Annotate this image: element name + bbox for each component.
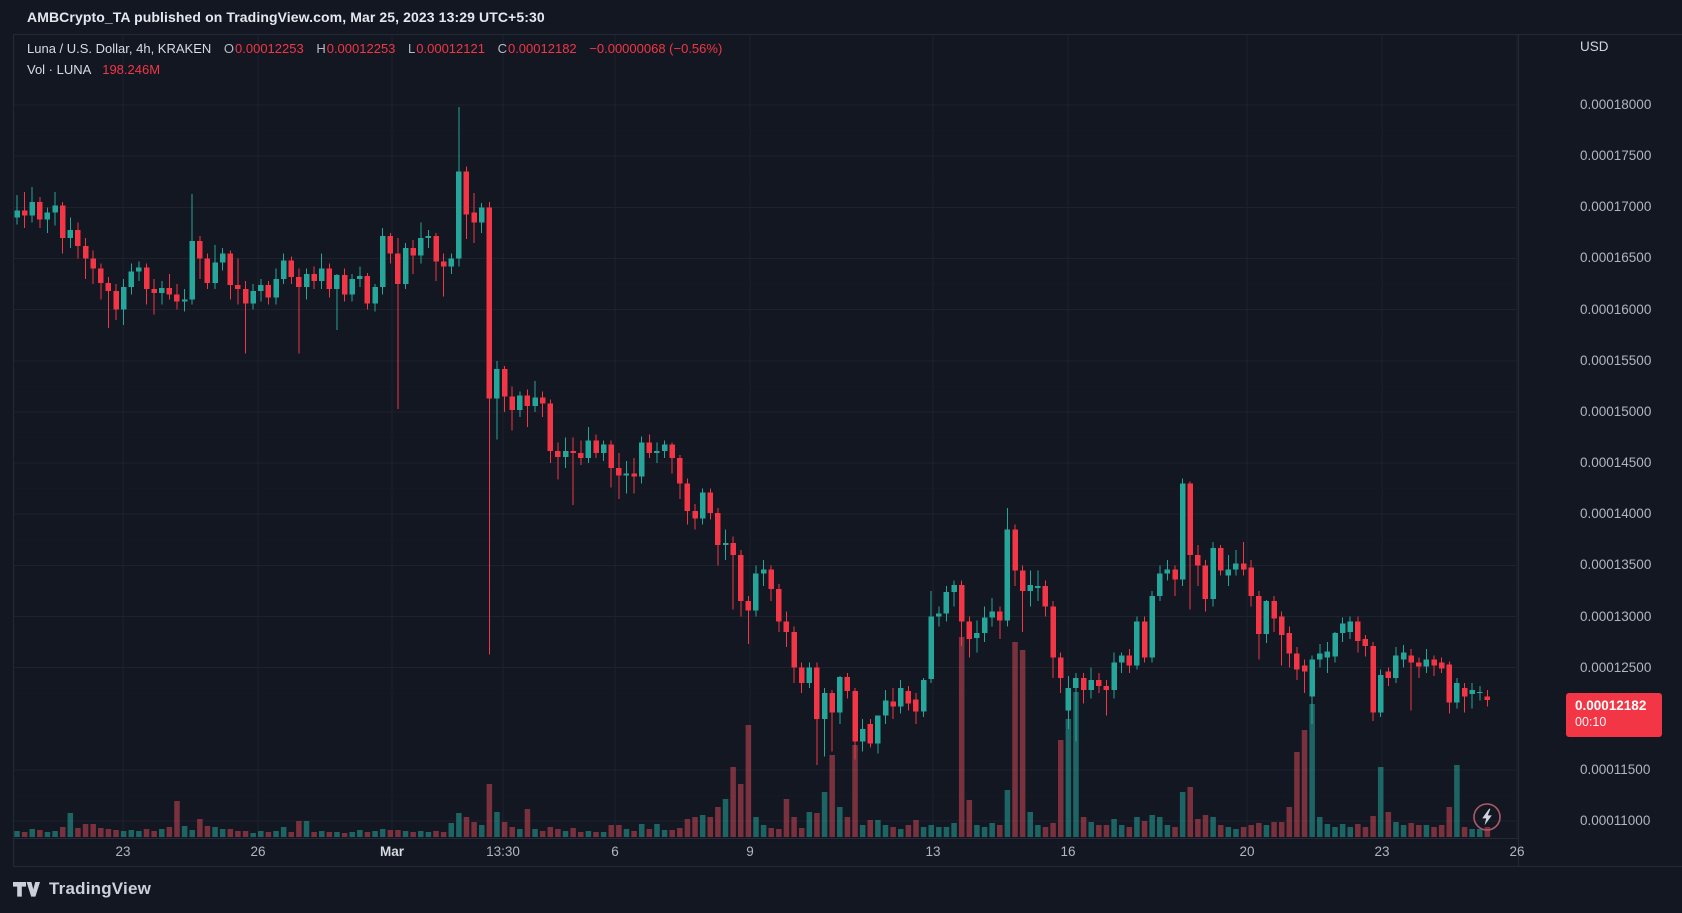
price-tick-label: 0.00015000 (1580, 403, 1652, 419)
price-axis-separator (1518, 34, 1519, 866)
price-tick-label: 0.00015500 (1580, 352, 1652, 368)
price-tick-label: 0.00014500 (1580, 455, 1652, 471)
flash-icon[interactable] (1470, 800, 1504, 834)
price-tick-label: 0.00014000 (1580, 506, 1652, 522)
high-value: 0.00012253 (326, 41, 396, 56)
change-value: −0.00000068 (−0.56%) (589, 41, 723, 56)
time-tick-label: 13 (925, 844, 941, 859)
volume-value: 198.246M (102, 62, 161, 77)
time-tick-label: 23 (115, 844, 131, 859)
price-tick-label: 0.00012500 (1580, 659, 1652, 675)
frame-bottom-line (13, 866, 1682, 867)
frame-left-line (13, 34, 14, 866)
price-tick-label: 0.00011000 (1580, 813, 1651, 829)
tradingview-logo-text: TradingView (49, 879, 152, 898)
tradingview-logo-mark (13, 881, 40, 897)
low-label: L (408, 41, 416, 56)
time-axis-separator (13, 838, 1518, 839)
symbol-header[interactable]: Luna / U.S. Dollar, 4h, KRAKEN O0.000122… (27, 41, 722, 56)
close-label: C (497, 41, 507, 56)
currency-label: USD (1580, 39, 1609, 54)
price-tick-label: 0.00017000 (1580, 199, 1652, 215)
time-tick-label: 6 (611, 844, 619, 859)
price-tick-label: 0.00016500 (1580, 250, 1652, 266)
price-tick-label: 0.00017500 (1580, 148, 1652, 164)
tradingview-logo[interactable]: TradingView (13, 879, 151, 899)
price-tick-label: 0.00016000 (1580, 301, 1652, 317)
symbol-title: Luna / U.S. Dollar, 4h, KRAKEN (27, 41, 212, 56)
time-tick-label: 16 (1060, 844, 1076, 859)
open-value: 0.00012253 (235, 41, 304, 56)
publish-banner: AMBCrypto_TA published on TradingView.co… (27, 9, 545, 25)
high-label: H (316, 41, 326, 56)
price-tick-label: 0.00013500 (1580, 557, 1652, 573)
price-tick-label: 0.00018000 (1580, 97, 1652, 112)
low-value: 0.00012121 (416, 41, 485, 56)
bar-countdown: 00:10 (1575, 715, 1607, 729)
last-price-value: 0.00012182 (1575, 698, 1647, 713)
close-value: 0.00012182 (507, 41, 577, 56)
last-price-badge: 0.00012182 00:10 (1566, 693, 1662, 737)
time-tick-label: 13:30 (486, 844, 520, 859)
time-tick-label: Mar (379, 844, 405, 859)
open-label: O (223, 41, 235, 56)
volume-row: Vol · LUNA 198.246M (27, 62, 160, 77)
time-tick-label: 26 (1509, 844, 1525, 859)
price-tick-label: 0.00013000 (1580, 608, 1652, 624)
time-tick-label: 9 (746, 844, 754, 859)
price-tick-label: 0.00011500 (1580, 761, 1651, 777)
frame-top-line (13, 34, 1682, 35)
time-tick-label: 23 (1374, 844, 1390, 859)
time-tick-label: 20 (1239, 844, 1255, 859)
volume-label: Vol · LUNA (27, 62, 91, 77)
time-tick-label: 26 (250, 844, 266, 859)
